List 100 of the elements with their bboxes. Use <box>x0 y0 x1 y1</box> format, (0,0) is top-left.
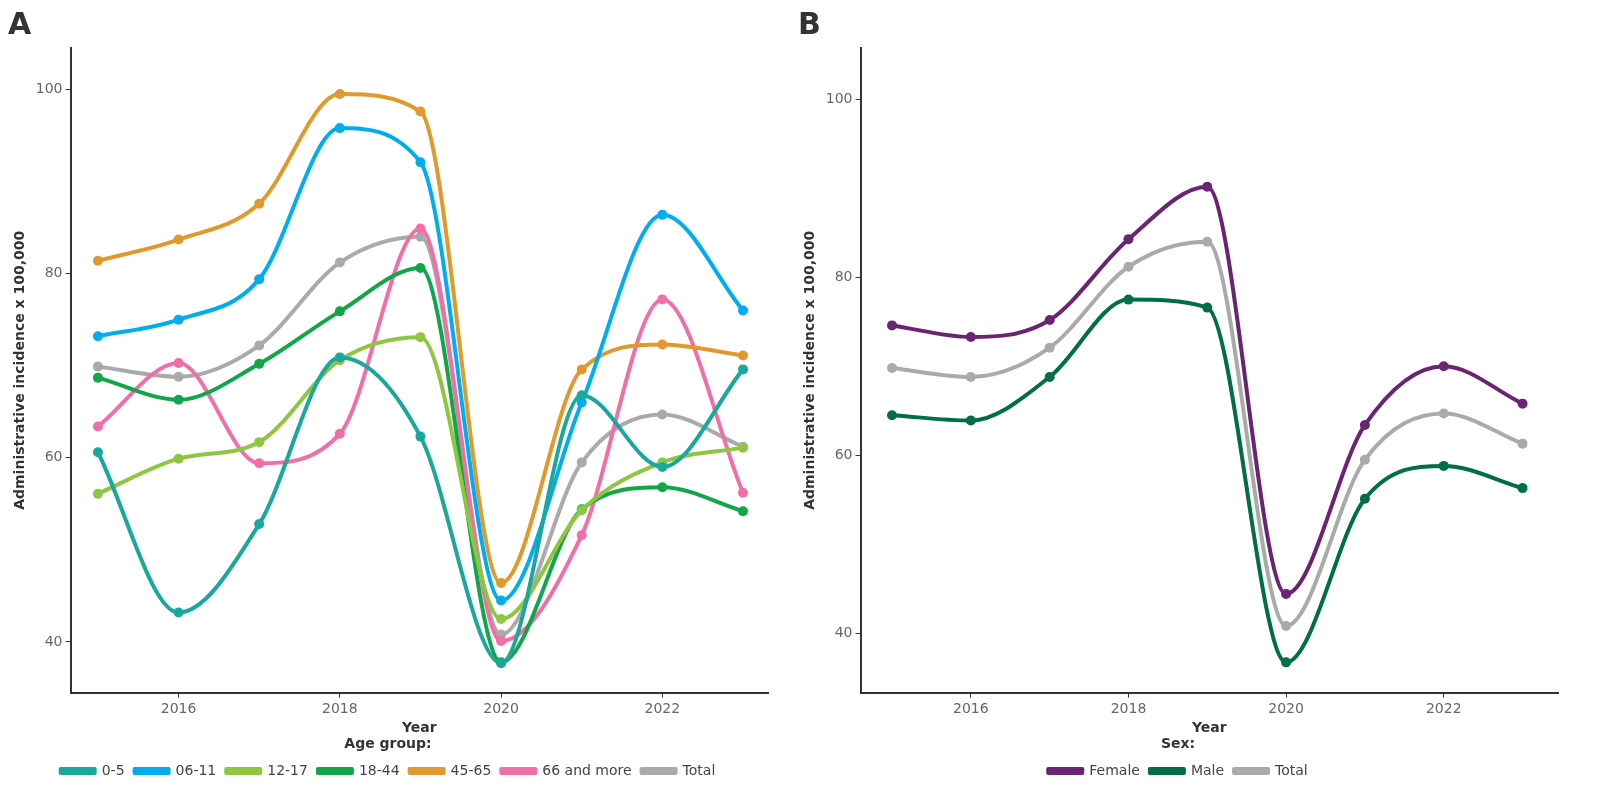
point <box>576 364 587 375</box>
point <box>887 410 898 421</box>
legend-label: Male <box>1190 761 1225 778</box>
point <box>1123 234 1134 245</box>
point <box>92 372 103 383</box>
y-tick-label: 40 <box>44 632 63 649</box>
x-axis-title: Year <box>1190 719 1227 736</box>
point <box>173 607 184 618</box>
x-tick-label: 2022 <box>1425 699 1462 716</box>
point <box>1438 460 1449 471</box>
point <box>254 437 265 448</box>
point <box>415 157 426 168</box>
y-tick-label: 40 <box>834 623 853 640</box>
point <box>415 106 426 117</box>
point <box>1044 315 1055 326</box>
point <box>1202 181 1213 192</box>
point <box>173 394 184 405</box>
point <box>1281 588 1292 599</box>
point <box>173 314 184 325</box>
point <box>887 320 898 331</box>
point <box>738 305 748 316</box>
legend-label: Total <box>681 761 716 778</box>
point <box>657 294 668 305</box>
point <box>1517 398 1528 409</box>
y-tick-label: 60 <box>834 445 853 462</box>
point <box>415 223 426 234</box>
x-tick-label: 2020 <box>483 699 519 716</box>
point <box>1202 302 1213 313</box>
point <box>738 350 748 361</box>
point <box>92 331 103 342</box>
point <box>965 331 976 342</box>
point <box>657 461 668 472</box>
point <box>1202 236 1213 247</box>
point <box>254 198 265 209</box>
point <box>965 415 976 426</box>
x-tick-label: 2018 <box>322 699 358 716</box>
y-axis-title: Administrative incidence x 100,000 <box>801 230 818 510</box>
legend-label: 12-17 <box>267 761 308 778</box>
point <box>657 339 668 350</box>
x-tick-label: 2020 <box>1268 699 1304 716</box>
point <box>657 209 668 220</box>
point <box>1044 371 1055 382</box>
point <box>1517 483 1528 494</box>
y-tick-label: 100 <box>825 90 853 107</box>
point <box>1123 294 1134 305</box>
y-axis-title: Administrative incidence x 100,000 <box>11 230 28 510</box>
chart-title: A <box>8 5 32 41</box>
legend-label: 66 and more <box>542 761 632 778</box>
legend-label: 0-5 <box>101 761 125 778</box>
point <box>576 390 587 401</box>
legend-label: 45-65 <box>450 761 492 778</box>
point <box>334 123 345 134</box>
point <box>1438 408 1449 419</box>
y-tick-label: 80 <box>44 264 63 281</box>
point <box>334 89 345 100</box>
point <box>965 371 976 382</box>
point <box>738 487 748 498</box>
legend-label: 06-11 <box>175 761 217 778</box>
point <box>1359 419 1370 430</box>
point <box>496 636 507 647</box>
x-tick-label: 2016 <box>953 699 989 716</box>
point <box>415 431 426 442</box>
point <box>415 263 426 274</box>
x-tick-label: 2018 <box>1110 699 1147 716</box>
point <box>1281 657 1292 668</box>
point <box>92 421 103 432</box>
point <box>92 488 103 499</box>
point <box>1044 342 1055 353</box>
point <box>887 363 898 374</box>
point <box>576 457 587 468</box>
point <box>173 234 184 245</box>
point <box>1123 261 1134 272</box>
point <box>576 530 587 541</box>
legend-label: Female <box>1089 761 1140 778</box>
x-tick-label: 2016 <box>160 699 197 716</box>
point <box>254 458 265 469</box>
y-tick-label: 80 <box>834 268 853 285</box>
point <box>1359 493 1370 504</box>
point <box>173 453 184 464</box>
point <box>92 361 103 372</box>
point <box>415 231 426 242</box>
x-tick-label: 2022 <box>644 699 681 716</box>
point <box>173 357 184 368</box>
x-axis-title: Year <box>400 719 437 736</box>
point <box>496 595 507 606</box>
legend-title: Age group: <box>344 734 432 751</box>
point <box>1517 438 1528 449</box>
point <box>1281 620 1292 631</box>
point <box>738 506 748 517</box>
point <box>334 306 345 317</box>
point <box>334 257 345 268</box>
point <box>254 358 265 369</box>
point <box>173 371 184 382</box>
legend-label: Total <box>1274 761 1308 778</box>
legend-title: Sex: <box>1160 734 1196 751</box>
point <box>254 340 265 351</box>
point <box>1359 454 1370 465</box>
point <box>657 482 668 493</box>
point <box>254 519 265 530</box>
point <box>496 613 507 624</box>
